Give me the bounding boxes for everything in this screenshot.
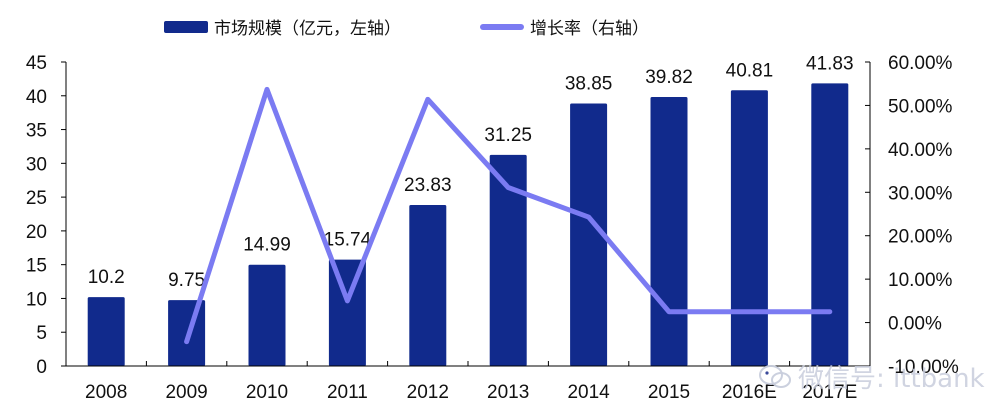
x-axis-tick-label: 2016E — [722, 382, 777, 403]
bar-value-label: 15.74 — [324, 230, 372, 251]
legend-item-growth-rate: 增长率（右轴） — [480, 14, 649, 39]
watermark-text: 微信号: ittbank — [798, 364, 985, 394]
x-axis-tick-label: 2013 — [487, 382, 529, 403]
x-axis-tick-label: 2012 — [407, 382, 449, 403]
growth-rate-line — [184, 86, 833, 345]
legend-label-growth-rate: 增长率（右轴） — [530, 19, 649, 39]
bar-2016E — [730, 90, 768, 366]
bar-value-label: 9.75 — [168, 270, 205, 291]
bar-value-label: 31.25 — [484, 125, 532, 146]
bar-value-label: 10.2 — [88, 267, 125, 288]
line-swatch-icon — [480, 23, 524, 30]
left-axis-tick-label: 10 — [26, 289, 47, 310]
x-axis-tick-label: 2015 — [648, 382, 690, 403]
right-axis-tick-label: 50.00% — [888, 96, 953, 117]
left-axis-tick-label: 40 — [26, 87, 47, 108]
bar-2008 — [87, 297, 125, 366]
left-axis-tick-label: 45 — [26, 53, 47, 74]
legend-label-market-size: 市场规模（亿元，左轴） — [214, 19, 401, 39]
bar-2012 — [409, 205, 447, 366]
left-axis-tick-label: 30 — [26, 154, 47, 175]
watermark: 微信号: ittbank — [758, 358, 985, 395]
bar-value-label: 40.81 — [726, 60, 774, 81]
x-axis-tick-label: 2009 — [165, 382, 207, 403]
left-axis-tick-label: 35 — [26, 121, 47, 142]
right-axis-tick-label: 30.00% — [888, 183, 953, 204]
bar-value-label: 14.99 — [243, 235, 291, 256]
bar-2014 — [570, 103, 608, 367]
left-axis-tick-label: 25 — [26, 188, 47, 209]
left-axis-tick-label: 0 — [36, 357, 47, 378]
right-axis-tick-label: 60.00% — [888, 53, 953, 74]
left-axis-tick-label: 5 — [36, 323, 47, 344]
bar-2009 — [168, 300, 206, 366]
wechat-icon — [759, 364, 791, 388]
bar-2013 — [489, 154, 527, 366]
bar-swatch-icon — [164, 20, 208, 33]
bar-value-label: 38.85 — [565, 74, 613, 95]
right-axis-tick-label: 20.00% — [888, 227, 953, 248]
right-axis-tick-label: 40.00% — [888, 140, 953, 161]
right-axis-tick-label: -10.00% — [888, 357, 959, 378]
x-axis-tick-label: 2017E — [802, 382, 857, 403]
bar-2017E — [811, 83, 849, 367]
bar-value-label: 39.82 — [645, 67, 693, 88]
right-axis-tick-label: 10.00% — [888, 270, 953, 291]
x-axis-tick-label: 2010 — [246, 382, 288, 403]
legend-item-market-size: 市场规模（亿元，左轴） — [164, 14, 401, 39]
bar-2015 — [650, 96, 688, 366]
left-axis-tick-label: 15 — [26, 256, 47, 277]
bar-2011 — [328, 259, 366, 366]
right-axis-tick-label: 0.00% — [888, 314, 942, 335]
x-axis-tick-label: 2008 — [85, 382, 127, 403]
left-axis-tick-label: 20 — [26, 222, 47, 243]
bar-value-label: 41.83 — [806, 53, 854, 74]
bar-2010 — [248, 264, 286, 366]
x-axis-tick-label: 2011 — [327, 382, 368, 403]
bar-value-label: 23.83 — [404, 175, 452, 196]
x-axis-tick-label: 2014 — [567, 382, 610, 403]
